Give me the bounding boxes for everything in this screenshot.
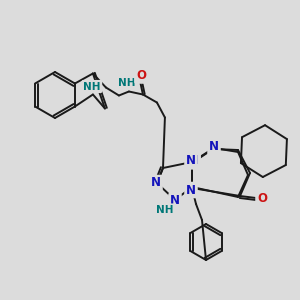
Text: N: N — [186, 184, 196, 196]
Text: NH: NH — [156, 205, 174, 215]
Text: O: O — [257, 191, 267, 205]
Text: N: N — [186, 154, 196, 167]
Text: N: N — [209, 140, 219, 154]
Text: NH: NH — [118, 79, 136, 88]
Text: NH: NH — [83, 82, 101, 92]
Text: N: N — [151, 176, 161, 190]
Text: N: N — [170, 194, 180, 208]
Text: N: N — [189, 154, 199, 167]
Text: N: N — [189, 154, 199, 167]
Text: O: O — [136, 69, 146, 82]
